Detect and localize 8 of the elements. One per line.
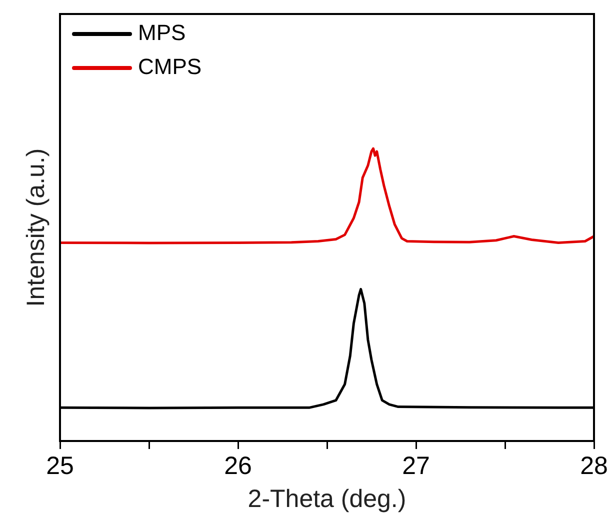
x-tick-label: 27 (402, 452, 430, 480)
y-axis-title: Intensity (a.u.) (22, 148, 50, 307)
x-tick-label: 26 (224, 452, 252, 480)
x-tick-label: 25 (46, 452, 74, 480)
x-axis-title: 2-Theta (deg.) (248, 484, 406, 513)
x-tick-label: 28 (580, 452, 608, 480)
legend-label: MPS (138, 20, 186, 46)
legend-label: CMPS (138, 54, 202, 80)
